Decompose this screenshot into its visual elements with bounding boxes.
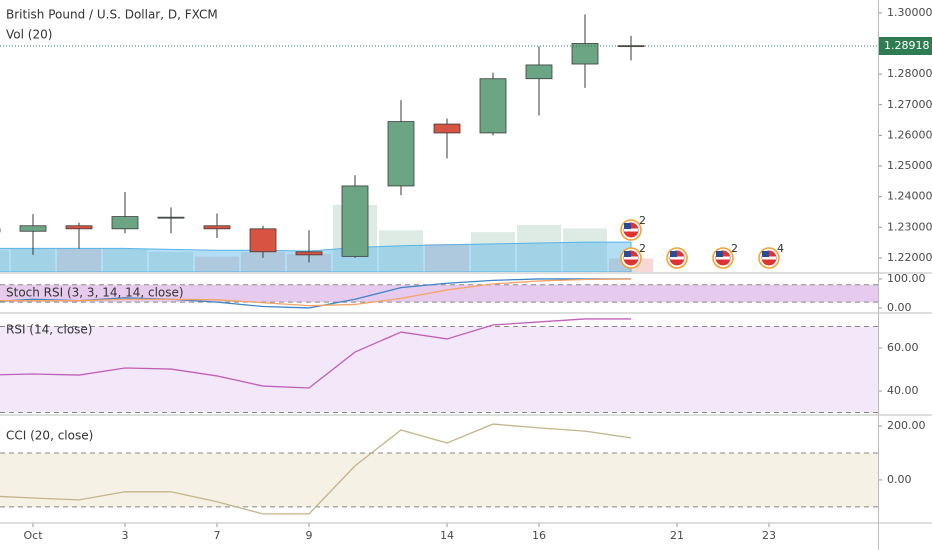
pane bbox=[0, 14, 780, 272]
volume-label: Vol (20) bbox=[6, 28, 52, 42]
volume-bar bbox=[241, 252, 285, 272]
candle-body bbox=[525, 64, 553, 80]
candle-body bbox=[387, 121, 415, 187]
event-flag-stripe bbox=[716, 256, 730, 260]
event-flag-canton bbox=[670, 251, 677, 257]
event-flag-stripe bbox=[670, 256, 684, 260]
y-tick-label: 100.00 bbox=[887, 272, 926, 285]
pane-title: CCI (20, close) bbox=[6, 429, 93, 443]
indicator-line bbox=[0, 318, 631, 389]
volume-bar bbox=[287, 253, 331, 272]
volume-bar bbox=[103, 248, 147, 272]
y-tick-label: 1.23000 bbox=[887, 220, 932, 233]
x-tick-label: 3 bbox=[122, 529, 129, 542]
y-tick-label: 1.25000 bbox=[887, 159, 932, 172]
x-tick-label: 9 bbox=[306, 529, 313, 542]
pane-title: Stoch RSI (3, 3, 14, 14, close) bbox=[6, 286, 184, 300]
volume-ma-area bbox=[0, 241, 632, 272]
volume-bar bbox=[471, 232, 515, 272]
volume-bar bbox=[425, 243, 469, 272]
candle-body bbox=[157, 216, 185, 219]
band-fill bbox=[0, 284, 878, 303]
x-tick-label: Oct bbox=[23, 529, 43, 542]
y-tick-label: 1.27000 bbox=[887, 98, 932, 111]
last-price-box bbox=[879, 37, 932, 56]
y-tick-label: 0.00 bbox=[887, 473, 912, 486]
y-tick-label: 0.00 bbox=[887, 301, 912, 314]
event-flag-stripe bbox=[624, 228, 638, 232]
event-flag-canton bbox=[716, 251, 723, 257]
x-tick-label: 7 bbox=[214, 529, 221, 542]
event-flag-canton bbox=[624, 223, 631, 229]
volume-bar bbox=[11, 248, 55, 272]
x-tick-label: 23 bbox=[762, 529, 776, 542]
band-fill bbox=[0, 452, 878, 507]
event-icon bbox=[666, 247, 688, 269]
chart-title: British Pound / U.S. Dollar, D, FXCM bbox=[6, 8, 218, 22]
candle-body bbox=[65, 225, 93, 230]
band-fill bbox=[0, 326, 878, 413]
plot-layer: 1.28918 2 2 2 4 1.22000 1.23000 1.24000 1.25000 1… bbox=[0, 6, 932, 542]
pane-title: RSI (14, close) bbox=[6, 323, 92, 337]
event-count: 4 bbox=[777, 242, 784, 255]
pane bbox=[0, 423, 878, 515]
candle-body bbox=[249, 228, 277, 253]
pane bbox=[0, 318, 878, 413]
event-flag-stripe bbox=[762, 256, 776, 260]
event-flag-stripe bbox=[624, 256, 638, 260]
volume-bar bbox=[563, 228, 607, 272]
volume-bar bbox=[149, 252, 193, 272]
candle-body bbox=[433, 123, 461, 134]
candle-body bbox=[341, 185, 369, 257]
event-icon bbox=[620, 247, 642, 269]
y-tick-label: 1.30000 bbox=[887, 6, 932, 19]
candle-body bbox=[571, 43, 599, 65]
volume-bar bbox=[379, 230, 423, 272]
y-tick-label: 1.28000 bbox=[887, 67, 932, 80]
last-price-label: 1.28918 bbox=[884, 39, 930, 52]
volume-bar bbox=[195, 256, 239, 272]
event-count: 2 bbox=[639, 242, 646, 255]
y-tick-label: 1.26000 bbox=[887, 128, 932, 141]
x-tick-label: 21 bbox=[670, 529, 684, 542]
pane bbox=[0, 278, 878, 309]
event-flag-canton bbox=[762, 251, 769, 257]
volume-bar bbox=[57, 248, 101, 272]
x-tick-label: 16 bbox=[532, 529, 546, 542]
y-tick-label: 1.24000 bbox=[887, 190, 932, 203]
event-count: 2 bbox=[731, 242, 738, 255]
candle-body bbox=[111, 216, 139, 230]
volume-bar bbox=[0, 250, 9, 272]
y-tick-label: 1.22000 bbox=[887, 251, 932, 264]
event-icon bbox=[712, 247, 734, 269]
event-flag-canton bbox=[624, 251, 631, 257]
candle-body bbox=[295, 251, 323, 256]
indicator-line bbox=[0, 423, 632, 515]
candle-body bbox=[19, 225, 47, 232]
y-tick-label: 60.00 bbox=[887, 341, 919, 354]
y-tick-label: 200.00 bbox=[887, 419, 926, 432]
y-tick-label: 40.00 bbox=[887, 384, 919, 397]
event-icon bbox=[620, 219, 642, 241]
volume-bar bbox=[517, 224, 561, 272]
candle-body bbox=[479, 78, 507, 134]
x-tick-label: 14 bbox=[440, 529, 454, 542]
indicator-line bbox=[0, 278, 632, 307]
event-icon bbox=[758, 247, 780, 269]
event-count: 2 bbox=[639, 214, 646, 227]
candle-body bbox=[203, 225, 231, 230]
